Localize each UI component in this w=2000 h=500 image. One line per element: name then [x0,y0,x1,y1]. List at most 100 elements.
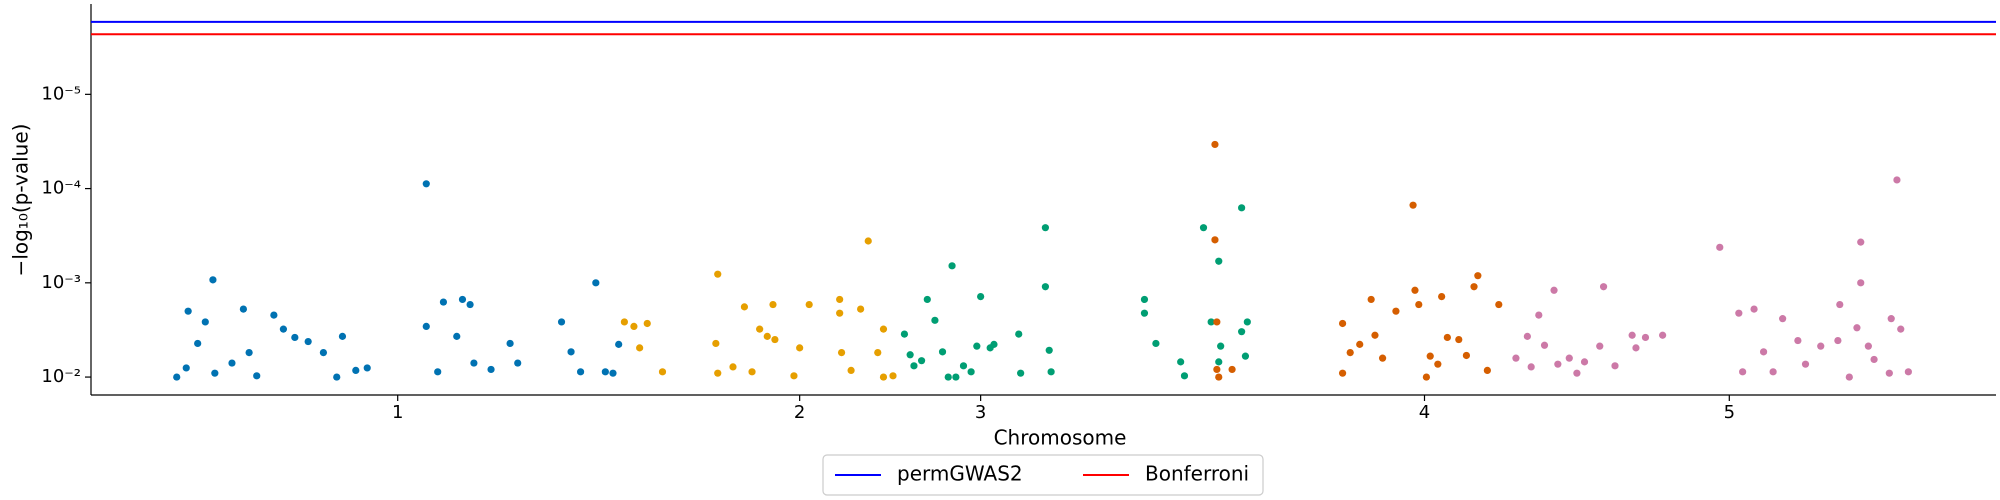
point [1443,333,1451,342]
point [630,322,638,330]
point [756,325,764,333]
y-axis-label: −log₁₀(p-value) [9,124,33,277]
point [1523,332,1531,340]
point [1540,341,1549,349]
point [1041,283,1050,291]
point [1659,331,1667,339]
point [338,332,347,340]
point [1779,315,1787,323]
point [1367,295,1375,304]
point [847,366,855,375]
legend-box [822,454,1264,496]
point [977,292,985,301]
point [874,348,882,357]
point [1199,224,1208,232]
point [1817,342,1825,350]
point [1243,318,1251,326]
point [990,340,998,348]
point [1836,300,1844,309]
point [439,298,448,306]
point [194,339,202,348]
point [636,344,644,352]
point [1217,342,1225,350]
point [1628,331,1636,339]
point [959,362,968,370]
point [790,372,798,380]
point [1893,176,1901,184]
point [910,362,918,370]
point [1512,354,1520,362]
point [1857,238,1865,246]
point [1015,330,1023,338]
point [1759,348,1768,356]
point [1739,368,1747,376]
x-tick-label: 2 [794,402,805,423]
point [1554,360,1562,368]
point [1215,373,1223,381]
point [938,348,947,356]
point [1392,307,1400,315]
point [771,335,779,344]
x-axis-label: Chromosome [994,426,1127,450]
point [184,307,192,315]
x-tick-label: 1 [392,402,403,423]
y-tick-label: 10⁻³ [41,272,81,293]
point [363,364,371,372]
point [1434,360,1442,368]
point [729,363,737,371]
point [879,373,888,381]
point [1864,342,1872,350]
point [1378,354,1387,362]
point [836,295,844,304]
point [931,316,939,324]
point [228,359,236,367]
point [1641,333,1650,342]
point [1346,348,1354,357]
point [1177,358,1185,366]
point [917,357,926,365]
point [1238,204,1246,212]
point [211,369,219,377]
point [769,300,777,309]
point [889,372,897,380]
point [1769,368,1777,376]
point [592,279,600,287]
y-tick-label: 10⁻⁴ [41,178,81,199]
point [1140,309,1149,317]
point [1462,351,1471,360]
point [453,332,461,340]
point [1238,328,1246,336]
point [1495,300,1503,309]
point [466,300,474,309]
point [1017,369,1025,377]
point [1599,283,1608,291]
point [1474,272,1482,280]
point [1632,344,1640,352]
point [1565,354,1573,362]
point [763,332,771,340]
point [1573,369,1581,377]
point [567,348,575,356]
point [714,270,722,278]
point [1885,369,1893,377]
point [1241,352,1250,360]
y-tick-label: 10⁻² [41,366,81,387]
point [1857,279,1865,287]
point [1207,318,1215,326]
point [1904,368,1912,376]
point [1470,283,1478,291]
point [658,368,667,376]
x-tick-label: 3 [975,402,986,423]
y-tick-label: 10⁻⁵ [41,83,81,104]
point [796,344,804,352]
point [601,368,609,376]
point [1426,352,1434,360]
point [740,303,749,311]
point [900,330,909,338]
point [857,305,865,313]
legend-label: Bonferroni [1145,462,1249,486]
point [879,325,888,333]
point [291,333,299,342]
point [1455,335,1463,344]
point [1750,305,1758,313]
